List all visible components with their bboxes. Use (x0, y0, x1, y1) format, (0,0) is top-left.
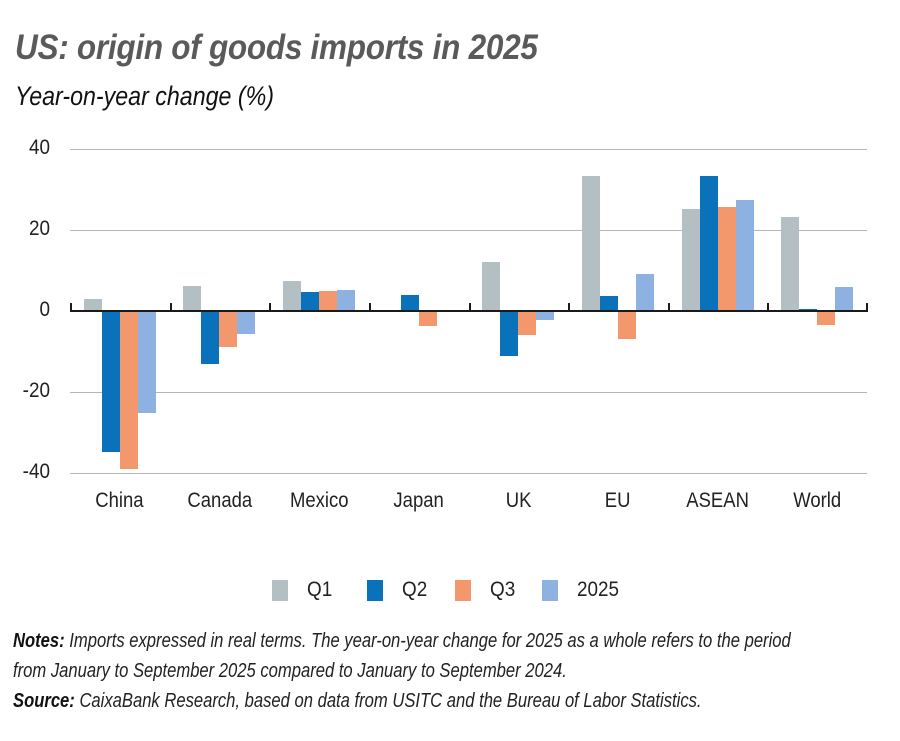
category-label-text: ASEAN (686, 489, 749, 512)
category-label-text: China (95, 489, 144, 512)
legend-swatch-q1 (272, 580, 288, 601)
category-label-text: Mexico (289, 489, 349, 512)
bar-mexico-q3 (319, 290, 338, 311)
gridline (70, 149, 867, 150)
bar-world-q3 (817, 311, 836, 325)
bar-mexico-q2 (301, 292, 320, 311)
gridline (70, 473, 867, 474)
legend-swatch-2025 (542, 580, 558, 601)
category-label: Japan (369, 489, 469, 513)
x-axis-tick (767, 303, 769, 311)
bar-eu-q1 (581, 175, 600, 311)
source-line: Source: CaixaBank Research, based on dat… (13, 686, 823, 716)
gridline (70, 230, 867, 231)
category-label: Mexico (269, 489, 369, 513)
y-tick-label: 20 (28, 217, 50, 240)
bar-eu-2025 (635, 274, 654, 311)
bar-world-q1 (781, 216, 800, 311)
bar-china-q3 (119, 311, 138, 469)
legend-swatch-q2 (367, 580, 383, 601)
bar-canada-q2 (201, 311, 220, 365)
y-tick-label: 40 (28, 136, 50, 159)
y-tick-label: -40 (22, 460, 50, 483)
bar-japan-q2 (400, 295, 419, 311)
chart-subtitle: Year-on-year change (%) (15, 81, 275, 111)
category-label: Canada (169, 489, 269, 513)
footnotes: Notes: Imports expressed in real terms. … (13, 626, 823, 716)
bar-eu-q3 (617, 311, 636, 339)
legend-label-2025: 2025 (577, 578, 620, 601)
bar-asean-q1 (681, 208, 700, 311)
bar-uk-q3 (518, 311, 537, 335)
bar-canada-q1 (183, 286, 202, 311)
source-text: CaixaBank Research, based on data from U… (74, 689, 702, 712)
y-tick-label: 0 (39, 298, 50, 321)
category-label: China (70, 489, 170, 513)
legend-label-q1: Q1 (307, 578, 333, 601)
legend-label-q3: Q3 (490, 578, 516, 601)
bar-asean-2025 (735, 200, 754, 311)
bar-uk-2025 (536, 311, 555, 320)
bar-world-2025 (835, 286, 854, 311)
bar-canada-2025 (237, 311, 256, 335)
x-axis-tick (568, 303, 570, 311)
bar-mexico-q1 (283, 280, 302, 311)
bar-mexico-2025 (337, 290, 356, 311)
x-axis-tick (170, 303, 172, 311)
category-label: EU (568, 489, 668, 513)
bar-uk-q2 (500, 311, 519, 357)
legend-swatch-q3 (455, 580, 471, 601)
legend: Q1 Q2 Q3 2025 (0, 578, 900, 604)
bar-asean-q2 (699, 175, 718, 311)
y-tick-label: -20 (22, 379, 50, 402)
category-label: World (767, 489, 867, 513)
bar-china-2025 (137, 311, 156, 413)
x-axis-tick (269, 303, 271, 311)
category-label-text: Japan (393, 489, 444, 512)
x-axis-tick (668, 303, 670, 311)
category-label-text: UK (505, 489, 532, 512)
bar-china-q2 (101, 311, 120, 452)
legend-label-q2: Q2 (402, 578, 428, 601)
notes-text: Imports expressed in real terms. The yea… (13, 629, 791, 682)
notes-label: Notes: (13, 629, 65, 652)
category-label-text: EU (605, 489, 631, 512)
bar-canada-q3 (219, 311, 238, 347)
notes-line: Notes: Imports expressed in real terms. … (13, 626, 823, 686)
x-axis-line (70, 310, 868, 312)
source-label: Source: (13, 689, 75, 712)
x-axis-tick (469, 303, 471, 311)
category-label: ASEAN (668, 489, 768, 513)
bar-world-q2 (799, 308, 818, 311)
category-label: UK (468, 489, 568, 513)
bar-china-q1 (83, 298, 102, 311)
chart-title: US: origin of goods imports in 2025 (15, 28, 538, 67)
x-axis-tick (70, 303, 72, 311)
bar-uk-q1 (482, 261, 501, 311)
x-axis-tick (866, 303, 868, 311)
bar-eu-q2 (599, 296, 618, 311)
bar-asean-q3 (717, 206, 736, 311)
x-axis-tick (369, 303, 371, 311)
bar-japan-q3 (418, 311, 437, 326)
gridline (70, 392, 867, 393)
category-label-text: Canada (187, 489, 252, 512)
category-label-text: World (793, 489, 842, 512)
